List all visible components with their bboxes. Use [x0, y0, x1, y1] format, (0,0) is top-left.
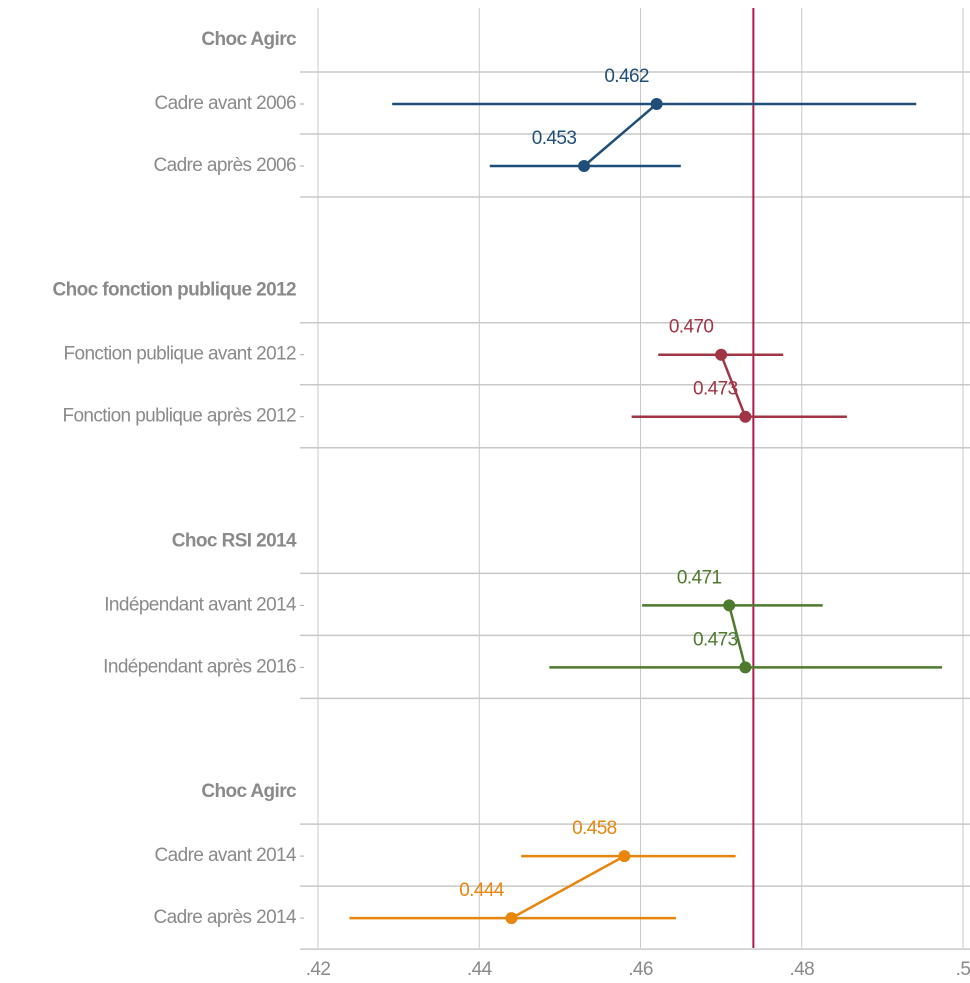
point: [578, 160, 591, 172]
connector-line: [583, 103, 658, 167]
y-tick-label: Cadre après 2006: [153, 155, 296, 176]
group-header: Choc fonction publique 2012: [53, 280, 297, 301]
x-tick-label: .46: [628, 959, 653, 980]
value-label: 0.458: [572, 818, 617, 839]
group-header: Choc RSI 2014: [172, 530, 297, 551]
value-label: 0.453: [532, 128, 577, 149]
value-label: 0.471: [677, 567, 722, 588]
value-label: 0.473: [693, 379, 738, 400]
x-tick-label: .48: [789, 959, 814, 980]
value-label: 0.462: [604, 66, 649, 87]
x-tick-label: .42: [306, 959, 331, 980]
x-tick-label: .5: [956, 959, 970, 980]
y-tick-label: Indépendant après 2016: [103, 656, 296, 677]
point: [650, 98, 663, 110]
point: [739, 410, 752, 423]
y-tick-label: Cadre avant 2006: [155, 93, 296, 114]
point: [505, 912, 518, 925]
x-tick-label: .44: [467, 959, 493, 980]
group-header: Choc Agirc: [201, 29, 297, 50]
connector-line: [510, 855, 625, 920]
y-tick-label: Cadre avant 2014: [155, 845, 297, 866]
connector-line: [727, 605, 747, 668]
connector-line: [719, 354, 747, 418]
point: [715, 348, 728, 361]
y-tick-label: Cadre après 2014: [153, 907, 297, 928]
value-label: 0.444: [459, 880, 505, 901]
y-tick-label: Fonction publique après 2012: [62, 406, 296, 427]
point: [739, 661, 752, 674]
point: [618, 850, 631, 863]
point: [723, 599, 736, 612]
y-tick-label: Fonction publique avant 2012: [63, 344, 296, 365]
value-label: 0.473: [693, 629, 738, 650]
group-header: Choc Agirc: [201, 781, 297, 802]
y-tick-label: Indépendant avant 2014: [104, 594, 297, 615]
value-label: 0.470: [669, 317, 714, 338]
